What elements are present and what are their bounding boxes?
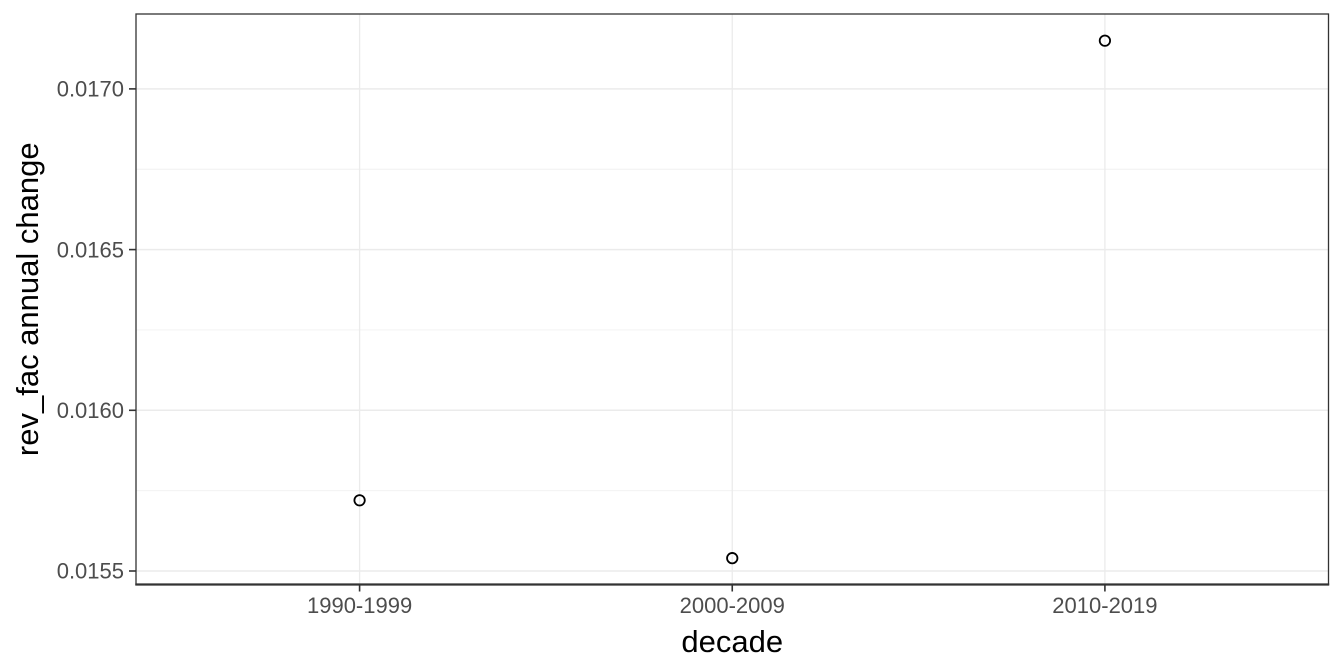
y-axis-title: rev_fac annual change	[10, 142, 45, 456]
data-point	[726, 552, 739, 565]
x-axis-title: decade	[681, 624, 783, 659]
x-tick-label: 2010-2019	[1052, 593, 1157, 618]
y-tick-label: 0.0170	[57, 77, 124, 102]
y-tick-label: 0.0155	[57, 559, 124, 584]
x-tick-label: 2000-2009	[680, 593, 785, 618]
x-tick-label: 1990-1999	[307, 593, 412, 618]
y-tick-label: 0.0160	[57, 398, 124, 423]
data-point	[353, 494, 366, 507]
data-point	[1098, 34, 1112, 47]
y-tick-label: 0.0165	[57, 237, 124, 262]
